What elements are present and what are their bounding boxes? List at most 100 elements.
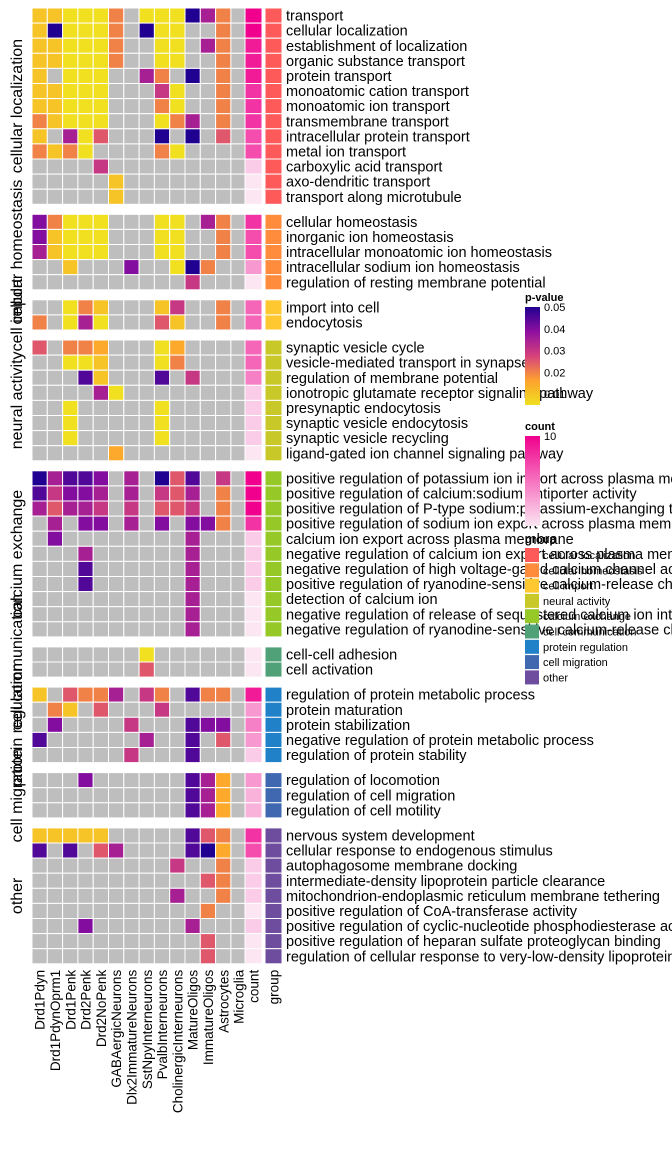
group-cell: [264, 661, 283, 678]
heat-cell: [169, 842, 186, 859]
count-cell: [244, 747, 263, 764]
heat-cell: [215, 802, 232, 819]
row-label: metal ion transport: [286, 144, 406, 160]
heat-cell: [77, 22, 94, 39]
heat-cell: [184, 213, 201, 230]
count-cell: [244, 500, 263, 517]
group-axis-label: cell import: [9, 278, 26, 351]
count-cell: [244, 606, 263, 623]
heat-cell: [108, 259, 125, 276]
heat-cell: [92, 872, 109, 889]
heat-cell: [108, 887, 125, 904]
count-cell: [244, 701, 263, 718]
heat-cell: [92, 67, 109, 85]
heat-cell: [31, 515, 48, 532]
heat-cell: [108, 515, 125, 532]
heat-cell: [199, 842, 217, 859]
heat-cell: [77, 842, 94, 859]
group-cell: [264, 686, 283, 703]
heat-cell: [169, 244, 186, 261]
heat-cell: [138, 606, 155, 623]
heat-cell: [62, 22, 79, 39]
heat-cell: [169, 314, 186, 331]
heat-cell: [169, 384, 186, 401]
row-label: endocytosis: [286, 315, 363, 331]
group-cell: [264, 772, 283, 789]
count-cell: [244, 52, 263, 69]
heat-cell: [230, 530, 247, 547]
heat-cell: [123, 591, 140, 608]
heat-cell: [92, 606, 109, 623]
heat-cell: [46, 470, 64, 487]
heat-cell: [92, 887, 109, 904]
heat-cell: [138, 143, 155, 160]
heat-cell: [138, 339, 155, 356]
heat-cell: [184, 787, 201, 804]
group-cell: [264, 37, 283, 54]
count-cell: [244, 22, 263, 39]
heat-cell: [215, 933, 232, 950]
heat-cell: [199, 173, 217, 190]
heat-cell: [62, 83, 79, 100]
heat-cell: [184, 173, 201, 190]
row-label: positive regulation of potassium ion imp…: [286, 471, 672, 487]
heat-cell: [31, 339, 48, 356]
heat-cell: [46, 415, 64, 432]
row-label: synaptic vesicle endocytosis: [286, 416, 468, 432]
heat-cell: [153, 37, 171, 54]
heat-cell: [123, 143, 140, 160]
heat-cell: [215, 591, 232, 608]
heat-cell: [46, 646, 64, 663]
heat-cell: [46, 22, 64, 39]
heat-cell: [169, 113, 186, 130]
heat-cell: [46, 500, 64, 517]
heat-cell: [62, 415, 79, 432]
heat-cell: [215, 470, 232, 487]
heat-cell: [92, 158, 109, 175]
heat-cell: [46, 591, 64, 608]
heat-cell: [153, 606, 171, 623]
row-label: protein maturation: [286, 703, 403, 719]
heat-cell: [108, 787, 125, 804]
heat-cell: [199, 37, 217, 54]
row-label: intermediate-density lipoprotein particl…: [286, 874, 605, 890]
heat-cell: [31, 918, 48, 935]
heat-cell: [77, 188, 94, 205]
heat-cell: [77, 787, 94, 804]
heat-cell: [184, 918, 201, 935]
group-cell: [264, 787, 283, 804]
heat-cell: [77, 274, 94, 291]
heat-cell: [108, 686, 125, 703]
group-cell: [264, 158, 283, 175]
heat-cell: [62, 7, 79, 24]
heat-cell: [215, 259, 232, 276]
heat-cell: [138, 274, 155, 291]
row-label: transport along microtubule: [286, 190, 462, 206]
heat-cell: [215, 314, 232, 331]
heat-cell: [62, 354, 79, 371]
pvalue-colorbar: [525, 307, 540, 405]
count-cell: [244, 918, 263, 935]
heat-cell: [215, 842, 232, 859]
heat-cell: [62, 445, 79, 462]
heat-cell: [77, 772, 94, 789]
heat-cell: [31, 500, 48, 517]
heat-cell: [184, 445, 201, 462]
heat-cell: [77, 933, 94, 950]
count-cell: [244, 158, 263, 175]
heat-cell: [184, 67, 201, 85]
heat-cell: [46, 827, 64, 844]
heat-cell: [123, 188, 140, 205]
heat-cell: [199, 772, 217, 789]
heat-cell: [77, 299, 94, 316]
heat-cell: [199, 67, 217, 85]
heat-cell: [138, 772, 155, 789]
heat-cell: [77, 445, 94, 462]
group-cell: [264, 430, 283, 447]
heat-cell: [169, 646, 186, 663]
group-cell: [264, 576, 283, 593]
heat-cell: [31, 314, 48, 331]
group-axis-label: cellular localization: [9, 39, 26, 173]
heat-cell: [31, 274, 48, 291]
group-cell: [264, 701, 283, 718]
